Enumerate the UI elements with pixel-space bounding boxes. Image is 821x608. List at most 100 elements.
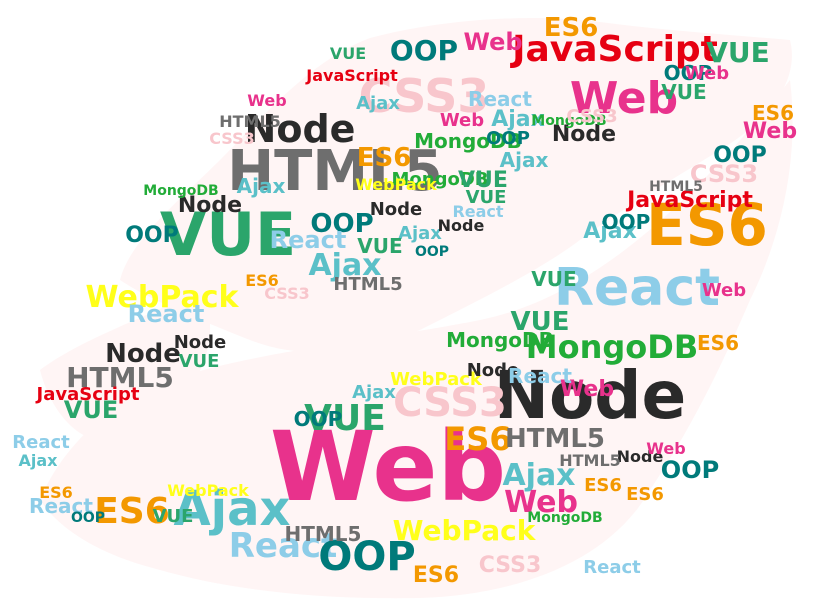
word-webpack: WebPack bbox=[390, 369, 483, 390]
word-html5: HTML5 bbox=[227, 139, 442, 204]
word-vue: VUE bbox=[64, 396, 118, 424]
word-javascript: JavaScript bbox=[35, 384, 140, 405]
word-web: Web bbox=[702, 280, 746, 301]
word-oop: OOP bbox=[318, 534, 415, 580]
word-es6: ES6 bbox=[646, 191, 768, 259]
word-css3: CSS3 bbox=[566, 106, 617, 127]
word-es6: ES6 bbox=[94, 491, 170, 532]
word-node: Node bbox=[174, 332, 227, 353]
word-mongodb: MongoDB bbox=[446, 328, 554, 352]
word-web: Web bbox=[504, 485, 578, 520]
word-web: Web bbox=[646, 439, 685, 458]
word-react: React bbox=[270, 226, 347, 254]
word-vue: VUE bbox=[458, 168, 508, 193]
word-ajax: Ajax bbox=[237, 174, 286, 198]
word-react: React bbox=[583, 557, 641, 578]
word-webpack: WebPack bbox=[167, 481, 249, 500]
word-javascript: JavaScript bbox=[509, 29, 718, 70]
word-oop: OOP bbox=[486, 128, 530, 149]
word-node: Node bbox=[105, 339, 181, 369]
word-ajax: Ajax bbox=[500, 148, 549, 172]
word-es6: ES6 bbox=[544, 13, 599, 43]
word-css3: CSS3 bbox=[393, 380, 507, 426]
word-html5: HTML5 bbox=[505, 424, 605, 454]
word-es6: ES6 bbox=[444, 420, 511, 458]
word-es6: ES6 bbox=[626, 484, 664, 505]
word-oop: OOP bbox=[390, 34, 458, 67]
word-node: Node bbox=[552, 122, 616, 147]
word-webpack: WebPack bbox=[85, 280, 239, 315]
word-es6: ES6 bbox=[39, 483, 73, 502]
word-react: React bbox=[554, 258, 720, 318]
word-es6: ES6 bbox=[245, 271, 279, 290]
word-web: Web bbox=[270, 411, 506, 523]
word-oop: OOP bbox=[661, 456, 719, 484]
word-web: Web bbox=[247, 91, 286, 110]
word-react: React bbox=[468, 87, 532, 111]
word-vue: VUE bbox=[179, 351, 220, 372]
word-mongodb: MongoDB bbox=[391, 169, 488, 190]
word-node: Node bbox=[370, 199, 423, 220]
word-react: React bbox=[508, 364, 572, 388]
word-vue: VUE bbox=[661, 80, 706, 104]
word-ajax: Ajax bbox=[398, 223, 442, 244]
word-ajax: Ajax bbox=[583, 219, 637, 244]
word-mongodb: MongoDB bbox=[526, 328, 698, 366]
word-web: Web bbox=[685, 63, 729, 84]
word-oop: OOP bbox=[71, 510, 105, 526]
word-oop: OOP bbox=[310, 209, 373, 239]
word-css3: CSS3 bbox=[209, 129, 255, 148]
word-webpack: WebPack bbox=[393, 514, 537, 547]
lips-silhouette bbox=[40, 17, 793, 599]
word-mongodb: MongoDB bbox=[414, 129, 522, 153]
word-oop: OOP bbox=[602, 210, 651, 234]
word-css3: CSS3 bbox=[479, 553, 542, 578]
word-node: Node bbox=[438, 216, 485, 235]
word-ajax: Ajax bbox=[174, 481, 291, 537]
word-html5: HTML5 bbox=[66, 361, 174, 394]
word-vue: VUE bbox=[160, 200, 296, 270]
word-web: Web bbox=[743, 119, 797, 144]
word-vue: VUE bbox=[511, 307, 570, 337]
word-react: React bbox=[12, 432, 70, 453]
word-javascript: JavaScript bbox=[625, 188, 753, 213]
word-vue: VUE bbox=[330, 44, 366, 63]
word-css3: CSS3 bbox=[359, 69, 490, 123]
word-node: Node bbox=[494, 357, 687, 434]
word-oop: OOP bbox=[125, 223, 179, 248]
word-ajax: Ajax bbox=[352, 382, 396, 403]
word-es6: ES6 bbox=[357, 143, 412, 173]
word-oop: OOP bbox=[294, 407, 343, 431]
word-es6: ES6 bbox=[752, 101, 794, 125]
word-react: React bbox=[29, 494, 93, 518]
word-es6: ES6 bbox=[697, 331, 739, 355]
word-vue: VUE bbox=[357, 234, 402, 258]
word-javascript: JavaScript bbox=[305, 66, 398, 85]
word-html5: HTML5 bbox=[219, 112, 281, 131]
word-web: Web bbox=[570, 73, 678, 124]
word-node: Node bbox=[617, 447, 664, 466]
word-oop: OOP bbox=[415, 244, 449, 260]
word-web: Web bbox=[440, 110, 484, 131]
word-react: React bbox=[452, 202, 503, 221]
word-mongodb: MongoDB bbox=[531, 113, 606, 129]
word-node: Node bbox=[245, 107, 356, 151]
word-node: Node bbox=[178, 193, 242, 218]
word-web: Web bbox=[560, 377, 614, 402]
word-vue: VUE bbox=[531, 267, 576, 291]
word-ajax: Ajax bbox=[308, 248, 381, 283]
word-es6: ES6 bbox=[413, 563, 459, 588]
word-css3: CSS3 bbox=[690, 160, 758, 188]
word-node: Node bbox=[467, 360, 520, 381]
word-oop: OOP bbox=[713, 143, 767, 168]
word-web: Web bbox=[463, 28, 522, 56]
word-html5: HTML5 bbox=[559, 451, 621, 470]
word-vue: VUE bbox=[304, 398, 386, 439]
word-html5: HTML5 bbox=[285, 522, 362, 546]
word-mongodb: MongoDB bbox=[527, 510, 602, 526]
word-react: React bbox=[229, 526, 338, 566]
word-vue: VUE bbox=[706, 36, 770, 69]
word-react: React bbox=[128, 300, 205, 328]
